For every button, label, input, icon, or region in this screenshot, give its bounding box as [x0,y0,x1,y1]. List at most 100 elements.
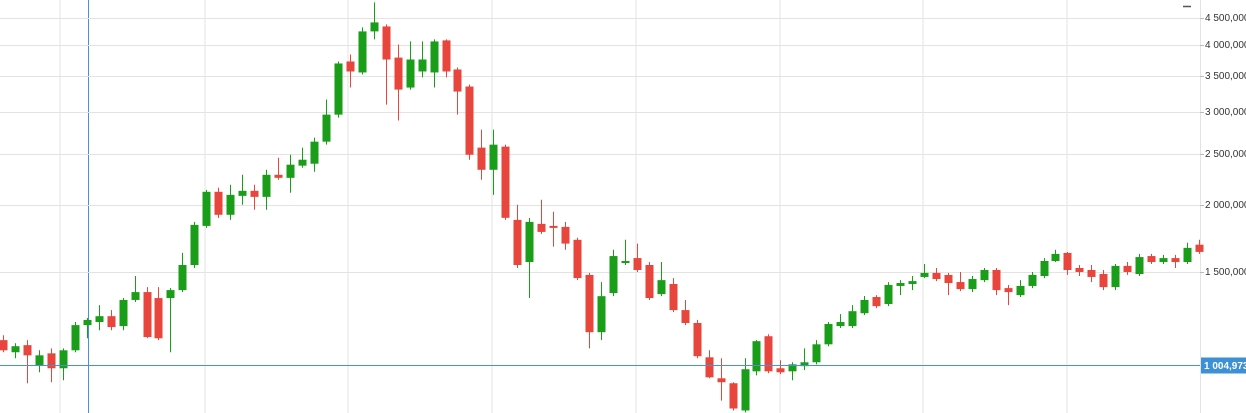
y-tick-label: 1 500,000 [1205,267,1246,278]
candle-body [262,174,271,197]
candle-body [812,344,821,363]
candle-body [202,191,211,226]
candle-body [418,59,427,72]
candle-body [83,319,92,326]
candle-body [35,355,44,366]
candle-body [1016,285,1025,296]
candle-body [0,340,8,351]
candle-body [501,146,510,218]
candle-body [1087,269,1096,277]
candle-body [836,322,845,327]
candle-body [394,57,403,90]
candle-body [1123,265,1132,272]
candle-body [561,226,570,244]
candle-body [729,383,738,409]
candle-body [95,316,104,323]
horizontal-grid [0,18,1200,273]
candle-body [71,325,80,351]
candle-body [131,292,140,300]
candle-body [788,364,797,372]
candle-body [621,260,630,264]
candle-body [585,274,594,333]
candle-body [143,292,152,338]
candle-body [358,31,367,73]
candle-body [274,174,283,178]
candle-body [525,221,534,263]
candle-body [752,341,761,372]
candle-body [860,299,869,314]
candle-body [370,22,379,32]
candle-body [657,280,666,295]
candle-body [956,282,965,290]
candle-body [154,298,163,339]
crosshair-label: 1 004,973 [1204,361,1246,372]
candle-body [59,350,68,369]
candle-body [872,297,881,307]
candle-body [310,141,319,164]
y-tick-label: 2 000,000 [1205,200,1246,211]
candle-body [465,86,474,155]
candle-body [453,69,462,92]
candle-body [992,269,1001,291]
candle-body [477,147,486,170]
candle-body [406,59,415,88]
candle-body [442,40,451,72]
candle-body [633,258,642,270]
candle-body [107,316,116,328]
candle-body [513,219,522,266]
candle-body [573,239,582,279]
candle-body [250,190,259,197]
candle-body [190,224,199,266]
candle-body [932,272,941,280]
candle-body [489,144,498,170]
y-tick-label: 4 000,000 [1205,40,1246,51]
candle-body [298,159,307,166]
candle-body [800,362,809,367]
candle-body [11,346,20,353]
candle-body [430,41,439,73]
candle-body [1051,253,1060,261]
candles [0,2,1204,413]
candle-body [1099,273,1108,288]
candle-body [166,290,175,299]
candle-body [1075,268,1084,272]
candle-body [214,191,223,215]
candle-body [1147,256,1156,263]
candle-body [23,345,32,356]
candle-body [1159,258,1168,263]
candle-body [47,353,56,369]
candle-body [226,194,235,215]
candle-body [1195,244,1204,252]
candle-body [238,190,247,196]
candle-body [1063,252,1072,270]
candle-body [346,61,355,72]
candle-body [884,284,893,304]
candle-body [1135,257,1144,274]
candle-body [741,369,750,411]
candle-body [334,63,343,115]
y-tick-label: 3 000,000 [1205,107,1246,118]
candle-body [980,269,989,281]
candle-body [717,378,726,383]
candle-body [944,274,953,284]
candle-body [669,284,678,311]
candle-body [693,322,702,357]
candle-body [920,272,929,277]
candle-body [1028,274,1037,286]
candle-body [178,265,187,291]
candle-body [908,281,917,285]
crosshair-label-box [1201,357,1246,374]
candle-body [681,310,690,323]
candle-body [382,26,391,60]
candle-body [1111,265,1120,288]
candle-body [824,323,833,345]
candle-body [1171,258,1180,263]
candle-body [609,256,618,294]
candle-body [322,114,331,142]
candle-body [896,283,905,286]
candle-body [119,299,128,327]
candle-body [597,296,606,333]
candle-body [1040,260,1049,277]
y-tick-label: 4 500,000 [1205,13,1246,24]
